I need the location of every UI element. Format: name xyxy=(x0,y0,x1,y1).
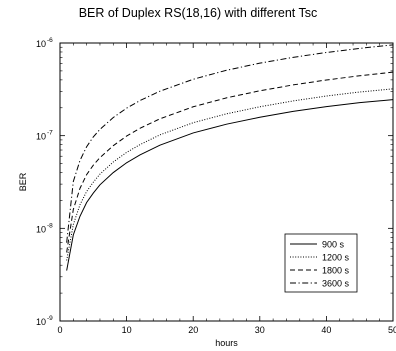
y-tick-label: 10 xyxy=(36,317,46,327)
x-tick-label: 50 xyxy=(388,325,396,335)
series-line-1 xyxy=(66,88,394,261)
y-tick-exponent: -9 xyxy=(47,315,53,322)
y-axis-label: BER xyxy=(18,172,28,191)
y-tick-exponent: -7 xyxy=(47,130,53,137)
legend-label-3: 3600 s xyxy=(322,279,350,289)
y-tick-label: 10 xyxy=(36,224,46,234)
legend-label-0: 900 s xyxy=(322,240,345,250)
x-tick-label: 40 xyxy=(321,325,331,335)
legend-label-1: 1200 s xyxy=(322,253,350,263)
y-tick-label: 10 xyxy=(36,132,46,142)
legend-label-2: 1800 s xyxy=(322,266,350,276)
series-line-2 xyxy=(66,71,394,253)
y-tick-exponent: -8 xyxy=(47,222,53,229)
chart-title: BER of Duplex RS(18,16) with different T… xyxy=(78,6,318,20)
plot-frame xyxy=(59,42,394,322)
x-axis-label: hours xyxy=(215,338,238,348)
x-tick-label: 30 xyxy=(255,325,265,335)
y-tick-exponent: -6 xyxy=(47,37,53,44)
x-tick-label: 0 xyxy=(57,325,62,335)
series-line-0 xyxy=(66,99,394,271)
x-tick-label: 20 xyxy=(188,325,198,335)
y-tick-label: 10 xyxy=(36,39,46,49)
x-tick-label: 10 xyxy=(122,325,132,335)
